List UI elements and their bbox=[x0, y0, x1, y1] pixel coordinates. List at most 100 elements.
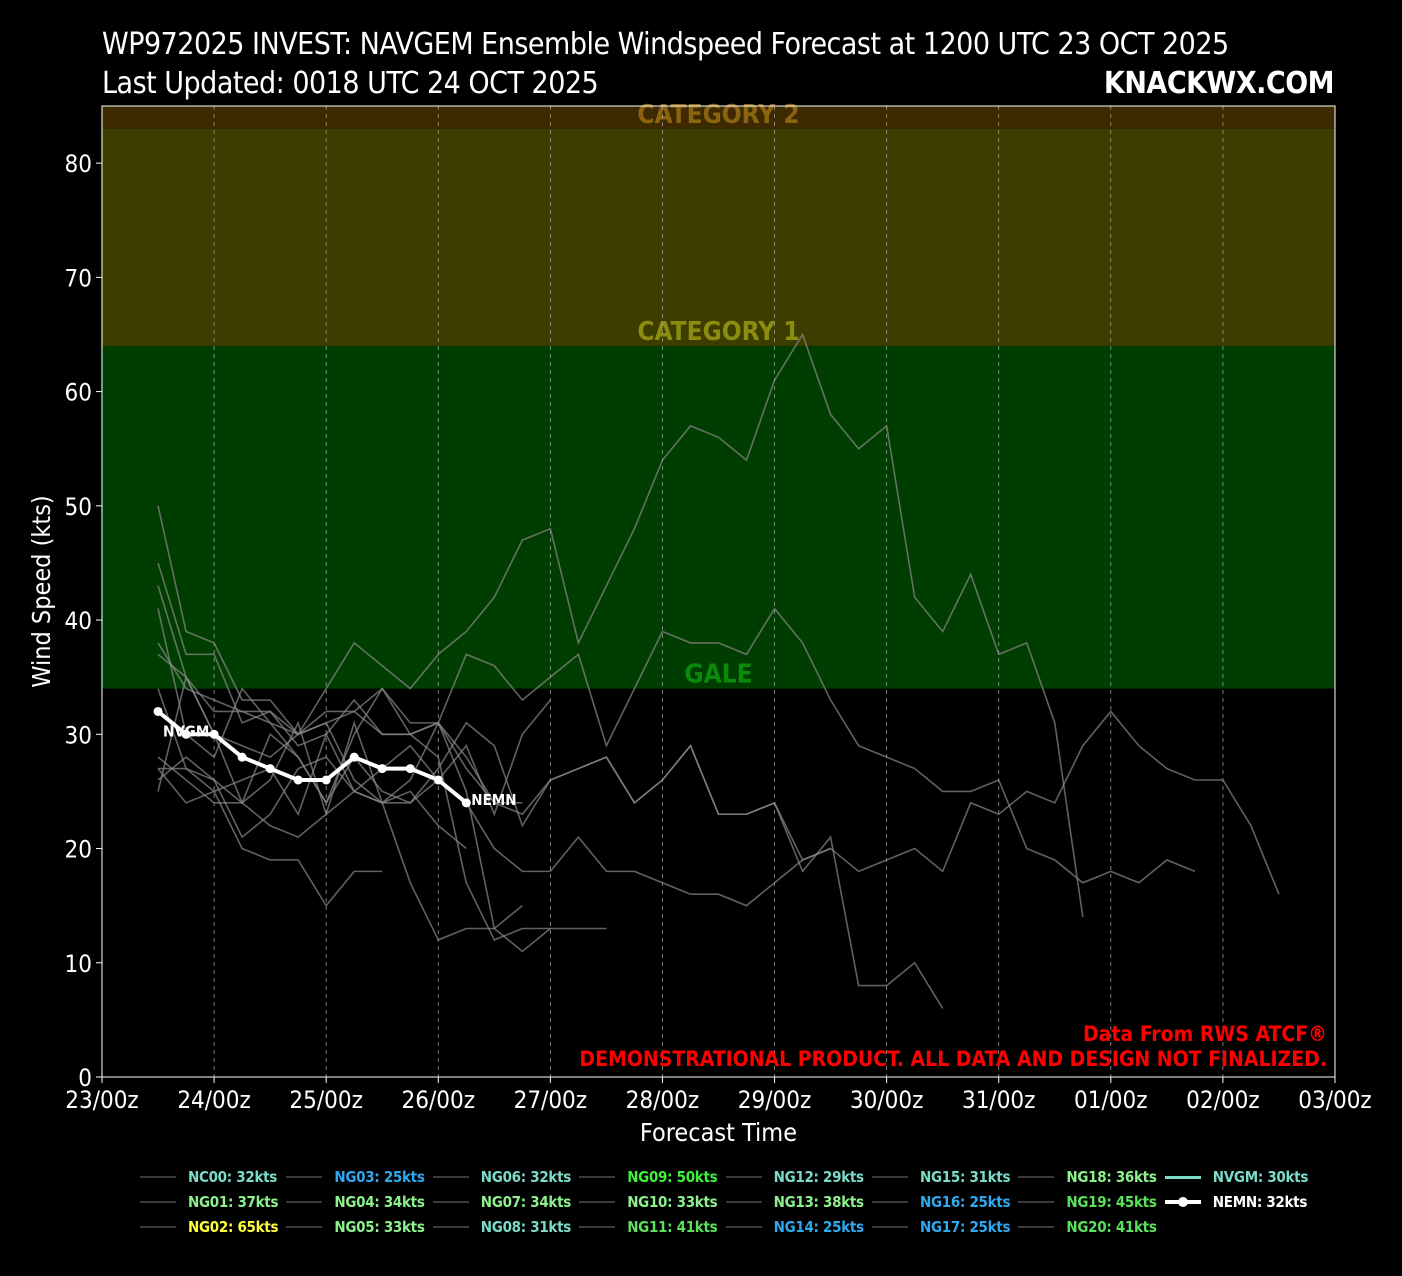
ensemble-member-line bbox=[157, 768, 383, 908]
legend-swatch bbox=[872, 1226, 908, 1228]
y-tick-label: 70 bbox=[65, 264, 92, 292]
legend-label: NG05: 33kts bbox=[334, 1218, 425, 1236]
legend-item: NG18: 36kts bbox=[1018, 1166, 1157, 1188]
legend-item: NG09: 50kts bbox=[579, 1166, 718, 1188]
legend-swatch bbox=[579, 1201, 616, 1203]
legend-swatch bbox=[286, 1226, 323, 1228]
y-tick-label: 40 bbox=[65, 607, 92, 635]
legend-label: NG01: 37kts bbox=[188, 1193, 279, 1211]
legend-item: NG11: 41kts bbox=[579, 1216, 718, 1238]
band-label: GALE bbox=[684, 660, 752, 690]
legend-label: NG16: 25kts bbox=[920, 1193, 1011, 1211]
legend-label: NG11: 41kts bbox=[627, 1218, 718, 1236]
x-tick-label: 31/00z bbox=[962, 1086, 1036, 1114]
band-label: CATEGORY 1 bbox=[637, 317, 799, 347]
ensemble-member-line bbox=[157, 562, 1196, 884]
legend-item: NG01: 37kts bbox=[140, 1191, 278, 1213]
legend-item: NG02: 65kts bbox=[140, 1216, 278, 1238]
legend-swatch bbox=[140, 1201, 176, 1203]
x-tick-label: 28/00z bbox=[626, 1086, 700, 1114]
nemn-point bbox=[433, 775, 443, 785]
nemn-point bbox=[181, 729, 191, 739]
legend-label: NG17: 25kts bbox=[920, 1218, 1011, 1236]
legend-item: NG05: 33kts bbox=[286, 1216, 425, 1238]
band-label: CATEGORY 2 bbox=[637, 100, 799, 130]
legend-swatch bbox=[140, 1226, 176, 1228]
legend-label: NG08: 31kts bbox=[480, 1218, 571, 1236]
legend-label: NG20: 41kts bbox=[1066, 1218, 1157, 1236]
legend-swatch bbox=[1018, 1226, 1055, 1228]
legend-label: NG03: 25kts bbox=[334, 1168, 425, 1186]
x-axis-label: Forecast Time bbox=[640, 1118, 797, 1147]
legend-swatch bbox=[286, 1176, 323, 1178]
legend-label: NG13: 38kts bbox=[773, 1193, 864, 1211]
y-tick-label: 80 bbox=[65, 150, 92, 178]
ensemble-member-line bbox=[157, 688, 1280, 907]
ensemble-member-line bbox=[157, 642, 523, 804]
legend-swatch bbox=[1164, 1197, 1201, 1207]
band-gale bbox=[102, 345, 1335, 689]
y-tick-label: 50 bbox=[65, 493, 92, 521]
y-axis-label: Wind Speed (kts) bbox=[27, 495, 56, 687]
x-tick-label: 25/00z bbox=[289, 1086, 363, 1114]
legend-swatch bbox=[432, 1226, 469, 1228]
ensemble-member-line bbox=[157, 675, 607, 941]
legend-item: NG17: 25kts bbox=[872, 1216, 1010, 1238]
nemn-point bbox=[377, 764, 387, 774]
legend-item: NG03: 25kts bbox=[286, 1166, 425, 1188]
x-tick-label: 27/00z bbox=[514, 1086, 588, 1114]
legend-swatch bbox=[432, 1176, 469, 1178]
ensemble-member-line bbox=[157, 608, 551, 817]
legend-label: NEMN: 32kts bbox=[1212, 1193, 1308, 1211]
x-tick-label: 03/00z bbox=[1298, 1086, 1372, 1114]
legend-swatch bbox=[579, 1226, 616, 1228]
legend-swatch bbox=[286, 1201, 323, 1203]
nemn-point bbox=[265, 764, 275, 774]
y-tick-label: 10 bbox=[65, 950, 92, 978]
legend-item: NG20: 41kts bbox=[1018, 1216, 1157, 1238]
legend-label: NG07: 34kts bbox=[480, 1193, 571, 1211]
legend-item: NG12: 29kts bbox=[725, 1166, 864, 1188]
plot-frame bbox=[101, 105, 1336, 1078]
legend-swatch bbox=[872, 1176, 908, 1178]
nemn-series-label: NEMN bbox=[471, 791, 516, 809]
legend-swatch bbox=[1018, 1201, 1055, 1203]
y-tick-label: 20 bbox=[65, 836, 92, 864]
legend-label: NG15: 31kts bbox=[920, 1168, 1011, 1186]
ensemble-member-line bbox=[157, 721, 831, 861]
legend-item: NG08: 31kts bbox=[432, 1216, 571, 1238]
legend-item: NG15: 31kts bbox=[872, 1166, 1010, 1188]
legend-item: NG10: 33kts bbox=[579, 1191, 718, 1213]
nemn-point bbox=[153, 706, 163, 716]
disclaimer-note: DEMONSTRATIONAL PRODUCT. ALL DATA AND DE… bbox=[579, 1047, 1327, 1071]
band-category-2 bbox=[102, 106, 1335, 129]
legend-swatch bbox=[1164, 1175, 1201, 1179]
ensemble-member-line bbox=[157, 756, 467, 850]
x-tick-label: 29/00z bbox=[738, 1086, 812, 1114]
chart-subtitle: Last Updated: 0018 UTC 24 OCT 2025 bbox=[102, 66, 599, 101]
legend-item: NVGM: 30kts bbox=[1164, 1166, 1309, 1188]
x-tick-label: 23/00z bbox=[65, 1086, 139, 1114]
nemn-point bbox=[293, 775, 303, 785]
legend-swatch bbox=[725, 1201, 762, 1203]
legend-marker bbox=[1177, 1197, 1188, 1207]
legend-swatch bbox=[1018, 1176, 1055, 1178]
legend-label: NG14: 25kts bbox=[773, 1218, 864, 1236]
x-tick-label: 24/00z bbox=[177, 1086, 251, 1114]
legend-label: NG12: 29kts bbox=[773, 1168, 864, 1186]
legend-label: NG19: 45kts bbox=[1066, 1193, 1157, 1211]
legend-item: NG07: 34kts bbox=[432, 1191, 571, 1213]
legend-label: NG02: 65kts bbox=[188, 1218, 279, 1236]
nemn-point bbox=[349, 752, 359, 762]
y-tick-label: 0 bbox=[78, 1064, 92, 1092]
legend-label: NVGM: 30kts bbox=[1212, 1168, 1309, 1186]
brand-logo-text: KNACKWX.COM bbox=[1103, 66, 1335, 101]
legend-item: NG16: 25kts bbox=[872, 1191, 1010, 1213]
y-tick-label: 60 bbox=[65, 379, 92, 407]
nemn-point bbox=[461, 798, 471, 808]
legend-item: NEMN: 32kts bbox=[1164, 1191, 1308, 1213]
nemn-line bbox=[156, 709, 468, 805]
ensemble-member-line bbox=[157, 332, 1084, 918]
legend-label: NG06: 32kts bbox=[480, 1168, 571, 1186]
legend-swatch bbox=[872, 1201, 908, 1203]
